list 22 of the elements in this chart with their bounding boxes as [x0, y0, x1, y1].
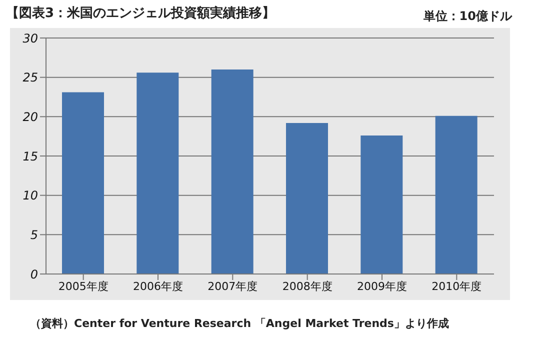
x-tick-label: 2006年度: [133, 280, 183, 293]
bar: [211, 69, 254, 274]
y-tick-label: 25: [22, 70, 38, 85]
y-tick-label: 10: [22, 188, 38, 203]
chart-title: 【図表3：米国のエンジェル投資額実績推移】: [6, 4, 276, 22]
text: （資料）Center for Venture Research 「Angel Market Trends」より作成: [30, 316, 449, 331]
y-tick-label: 30: [22, 31, 38, 46]
y-axis-title: 単位：10億ドル: [423, 8, 512, 25]
y-tick-label: 0: [30, 267, 38, 282]
bar: [360, 136, 403, 274]
y-tick-label: 5: [30, 228, 38, 242]
x-tick-label: 2005年度: [58, 280, 108, 293]
bar: [62, 92, 104, 274]
y-tick-label: 15: [22, 149, 38, 164]
x-tick-label: 2009年度: [357, 280, 407, 293]
bar: [136, 72, 179, 274]
bar: [435, 116, 478, 274]
x-tick-label: 2010年度: [432, 280, 482, 293]
x-tick-label: 2007年度: [208, 280, 258, 293]
y-tick-label: 20: [22, 110, 38, 124]
x-tick-label: 2008年度: [282, 280, 332, 293]
bar: [286, 122, 328, 274]
